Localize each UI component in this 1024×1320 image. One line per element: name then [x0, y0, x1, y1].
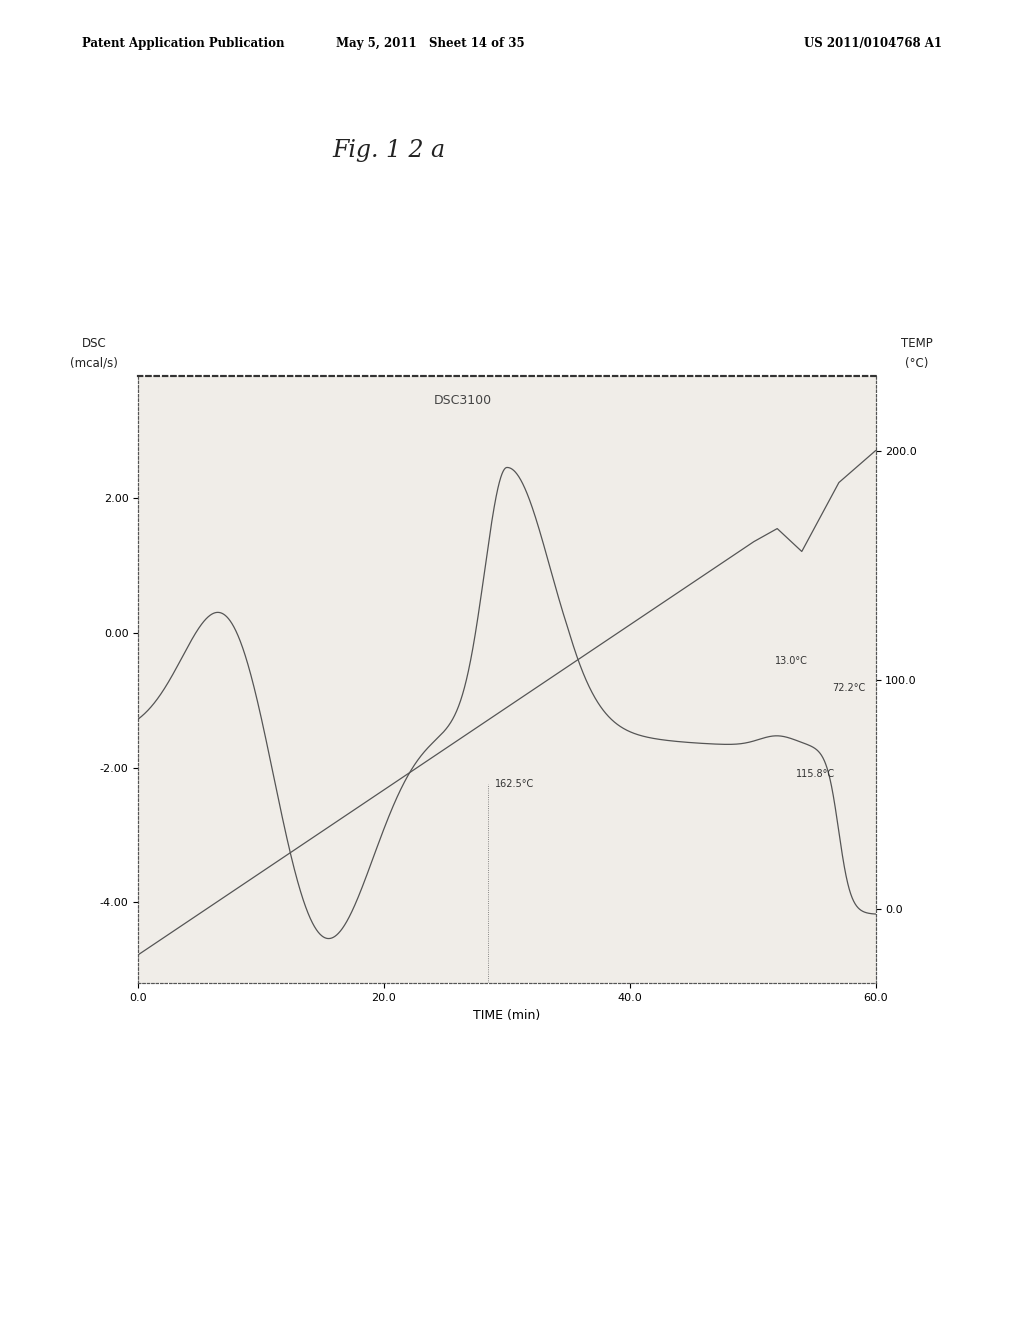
Text: US 2011/0104768 A1: US 2011/0104768 A1: [804, 37, 942, 50]
Text: Fig. 1 2 a: Fig. 1 2 a: [333, 139, 445, 161]
Text: DSC: DSC: [82, 337, 106, 350]
X-axis label: TIME (min): TIME (min): [473, 1008, 541, 1022]
Text: 115.8°C: 115.8°C: [796, 770, 835, 779]
Text: 13.0°C: 13.0°C: [775, 656, 808, 665]
Text: Patent Application Publication: Patent Application Publication: [82, 37, 285, 50]
Text: 72.2°C: 72.2°C: [833, 682, 865, 693]
Text: May 5, 2011   Sheet 14 of 35: May 5, 2011 Sheet 14 of 35: [336, 37, 524, 50]
Text: DSC3100: DSC3100: [433, 395, 492, 408]
Text: 162.5°C: 162.5°C: [495, 779, 534, 789]
Text: (mcal/s): (mcal/s): [71, 356, 118, 370]
Text: TEMP: TEMP: [900, 337, 933, 350]
Text: (°C): (°C): [905, 356, 928, 370]
